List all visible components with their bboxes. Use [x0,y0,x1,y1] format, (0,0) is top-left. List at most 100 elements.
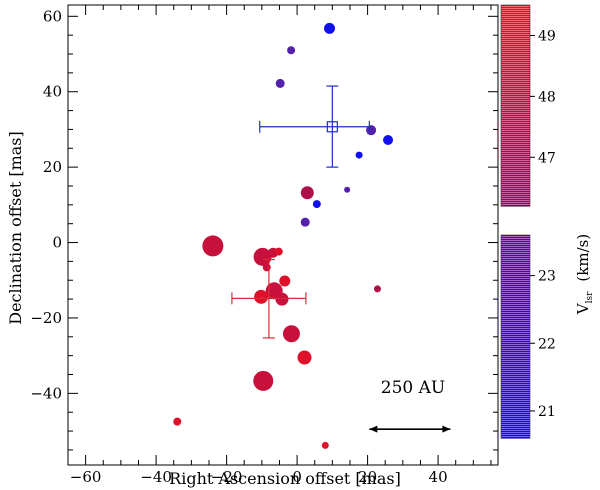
x-tick-label: 40 [429,468,448,486]
colorbar-stripe-upper [501,55,530,57]
colorbar-stripe-upper [501,41,530,43]
colorbar-stripe-upper [501,169,530,171]
colorbar-stripe-lower [501,265,530,267]
colorbar-stripe-lower [501,405,530,407]
colorbar-stripe-lower [501,391,530,393]
colorbar: 49 48 47 23 22 21 [500,4,556,439]
colorbar-stripe-lower [501,283,530,285]
x-tick-label: 20 [358,468,377,486]
colorbar-stripe-lower [501,321,530,323]
colorbar-stripe-upper [501,83,530,85]
colorbar-stripe-upper [501,95,530,97]
colorbar-stripe-upper [501,123,530,125]
colorbar-stripe-lower [501,361,530,363]
colorbar-stripe-upper [501,63,530,65]
colorbar-stripe-upper [501,89,530,91]
scale-bar-arrow-right [442,425,451,433]
colorbar-stripe-lower [501,237,530,239]
colorbar-stripe-lower [501,379,530,381]
colorbar-stripe-upper [501,131,530,133]
colorbar-stripe-upper [501,79,530,81]
colorbar-stripe-upper [501,97,530,99]
colorbar-stripe-lower [501,421,530,423]
colorbar-stripe-upper [501,71,530,73]
colorbar-stripe-lower [501,311,530,313]
colorbar-stripe-lower [501,329,530,331]
colorbar-stripe-upper [501,45,530,47]
colorbar-stripe-lower [501,239,530,241]
y-tick-label: 60 [43,7,62,25]
colorbar-stripe-lower [501,343,530,345]
blue-cross [259,85,370,168]
colorbar-stripe-upper [501,155,530,157]
colorbar-stripe-upper [501,163,530,165]
colorbar-stripe-lower [501,385,530,387]
maser-spot [274,247,283,256]
colorbar-stripe-lower [501,373,530,375]
maser-spot [312,200,321,209]
colorbar-stripe-lower [501,243,530,245]
colorbar-stripe-lower [501,413,530,415]
colorbar-stripe-upper [501,143,530,145]
colorbar-stripe-lower [501,357,530,359]
maser-spot [373,285,381,293]
colorbar-stripe-lower [501,377,530,379]
colorbar-stripe-upper [501,29,530,31]
colorbar-stripe-upper [501,113,530,115]
colorbar-stripe-upper [501,99,530,101]
colorbar-stripe-upper [501,69,530,71]
colorbar-stripe-upper [501,67,530,69]
colorbar-stripe-lower [501,383,530,385]
colorbar-stripe-lower [501,301,530,303]
colorbar-stripe-lower [501,395,530,397]
colorbar-stripe-upper [501,87,530,89]
colorbar-stripe-lower [501,297,530,299]
colorbar-stripe-upper [501,73,530,75]
colorbar-stripe-lower [501,407,530,409]
colorbar-stripe-upper [501,13,530,15]
marks-layer [173,22,451,449]
colorbar-stripe-upper [501,9,530,11]
colorbar-stripe-lower [501,401,530,403]
colorbar-stripe-lower [501,345,530,347]
colorbar-stripe-upper [501,19,530,21]
colorbar-stripe-upper [501,107,530,109]
colorbar-stripe-lower [501,337,530,339]
scale-bar-label: 250 AU [381,378,445,398]
colorbar-stripe-upper [501,189,530,191]
colorbar-stripe-upper [501,147,530,149]
colorbar-stripe-lower [501,249,530,251]
colorbar-stripe-upper [501,51,530,53]
colorbar-stripe-lower [501,341,530,343]
colorbar-stripe-upper [501,203,530,205]
colorbar-stripe-lower [501,289,530,291]
colorbar-stripe-lower [501,417,530,419]
colorbar-stripe-lower [501,359,530,361]
plot-frame [67,4,499,466]
colorbar-stripe-lower [501,431,530,433]
colorbar-stripe-upper [501,157,530,159]
colorbar-stripe-lower [501,423,530,425]
colorbar-stripe-upper [501,61,530,63]
colorbar-stripe-lower [501,353,530,355]
colorbar-stripe-lower [501,429,530,431]
colorbar-stripe-upper [501,181,530,183]
colorbar-stripe-lower [501,375,530,377]
colorbar-stripe-lower [501,259,530,261]
colorbar-stripe-lower [501,293,530,295]
colorbar-stripe-lower [501,327,530,329]
colorbar-stripe-lower [501,433,530,435]
colorbar-stripe-upper [501,191,530,193]
colorbar-tick-label: 47 [538,150,556,166]
colorbar-stripe-upper [501,179,530,181]
colorbar-stripe-lower [501,307,530,309]
colorbar-stripe-upper [501,105,530,107]
colorbar-label-v: V [574,302,592,315]
colorbar-stripe-upper [501,81,530,83]
maser-spot [297,350,312,365]
colorbar-stripe-upper [501,33,530,35]
colorbar-stripe-lower [501,271,530,273]
colorbar-stripe-upper [501,149,530,151]
colorbar-stripe-lower [501,247,530,249]
